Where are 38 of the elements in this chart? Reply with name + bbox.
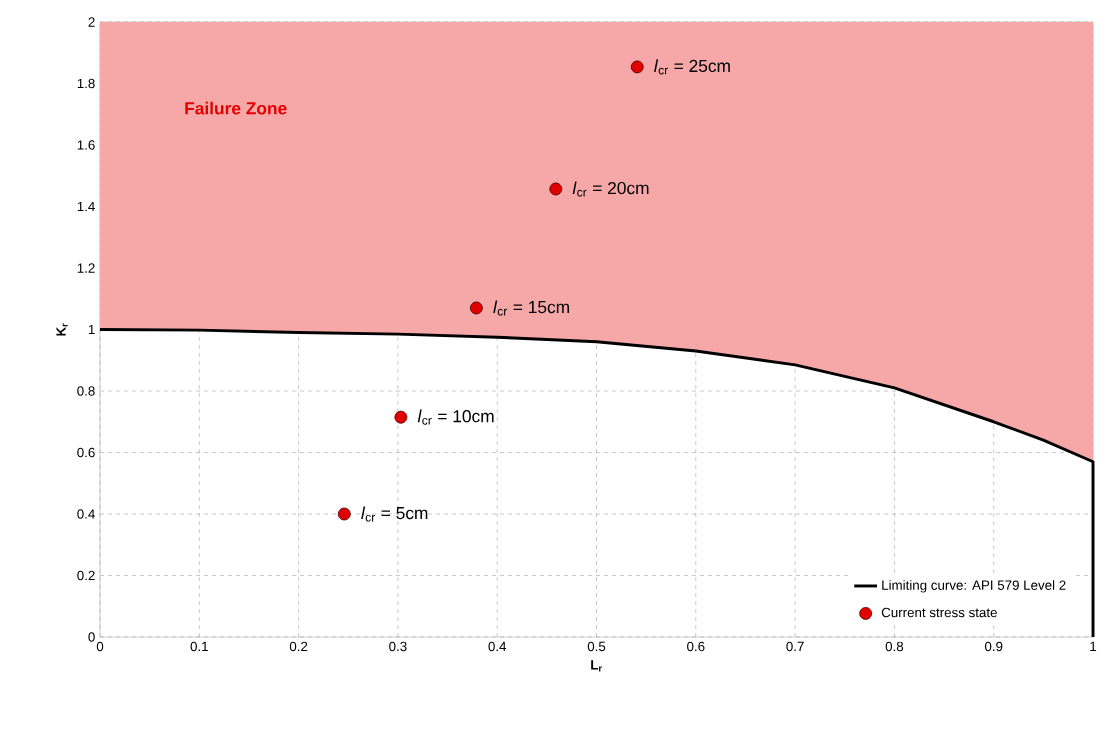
x-tick-label: 0 (96, 641, 104, 652)
legend-label: Current stress state (881, 607, 997, 618)
y-tick-label: 1.2 (77, 263, 95, 273)
annotation: l$_{cr}$ = 15cm (493, 300, 569, 316)
x-tick-label: 0.7 (786, 641, 804, 652)
annotation: Failure Zone (185, 101, 287, 115)
annotation: l$_{cr}$ = 10cm (417, 409, 494, 425)
y-tick-label: 0 (88, 632, 95, 642)
x-tick-label: 0.3 (389, 641, 407, 652)
y-tick-label: 1.6 (77, 140, 95, 150)
point (394, 410, 408, 424)
y-tick-label: 0.8 (77, 386, 95, 396)
y-tick-label: 0.2 (77, 570, 95, 581)
x-tick-label: 0.2 (289, 641, 308, 652)
y-tick-label: 0.4 (77, 509, 95, 519)
y-tick-label: 1.4 (77, 201, 95, 212)
x-tick-label: 0.6 (687, 641, 705, 652)
annotation: l$_{cr}$ = 20cm (572, 181, 649, 197)
x-tick-label: 0.9 (984, 641, 1003, 652)
point (549, 182, 563, 196)
point (337, 507, 351, 521)
point (630, 60, 644, 74)
line-series (98, 328, 1095, 639)
text: L$_{r}$ (591, 660, 602, 672)
x-tick-label: 0.5 (587, 641, 606, 652)
x-tick-label: 0.8 (885, 641, 904, 652)
x-tick-label: 1 (1090, 641, 1097, 651)
y-tick-label: 1 (88, 324, 95, 335)
annotation: l$_{cr}$ = 25cm (654, 59, 730, 75)
y-tick-label: 0.6 (77, 447, 95, 458)
y-tick-label: 1.8 (77, 78, 95, 89)
point (469, 301, 483, 315)
x-tick-label: 0.4 (488, 641, 507, 652)
x-tick-label: 0.1 (190, 641, 208, 652)
y-tick-label: 2 (88, 17, 95, 27)
text: K$_{r}$ (56, 323, 68, 336)
legend-label: Limiting curve: API 579 Level 2 (882, 580, 1066, 593)
annotation: l$_{cr}$ = 5cm (361, 506, 428, 522)
